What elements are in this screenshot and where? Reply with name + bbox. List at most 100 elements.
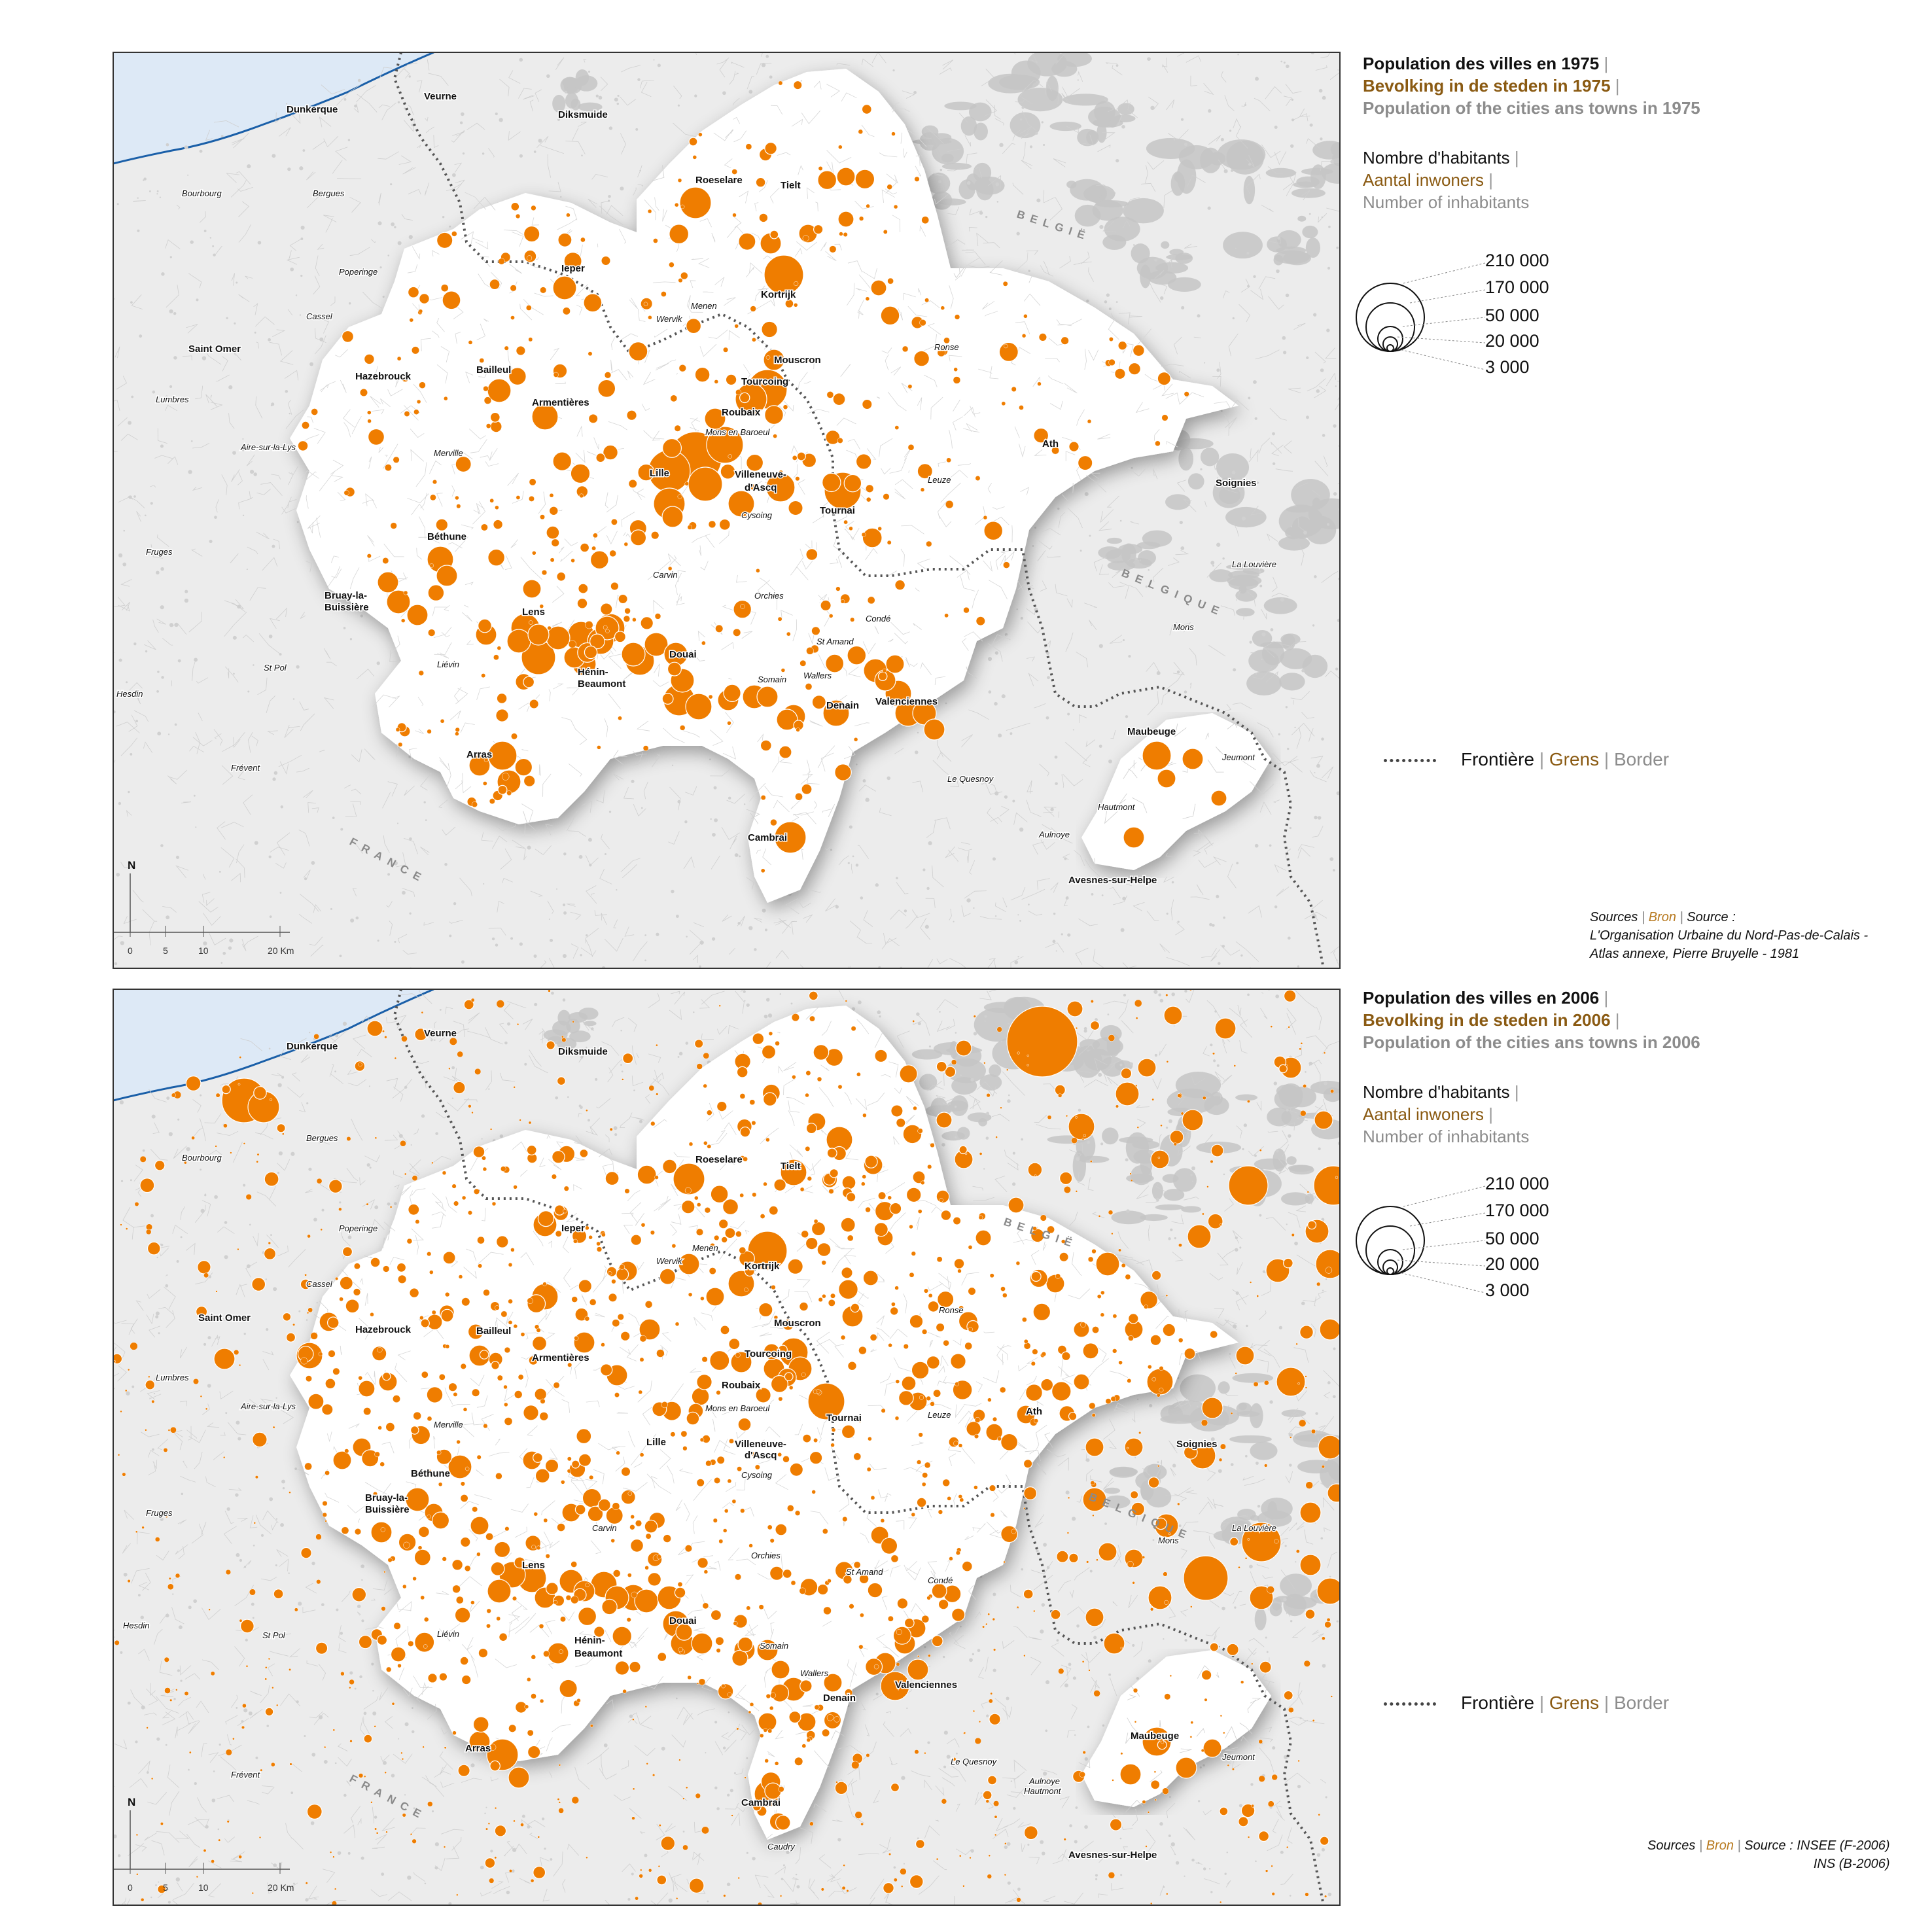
commune-boundary xyxy=(896,1030,910,1048)
commune-boundary xyxy=(1032,841,1045,855)
commune-boundary xyxy=(1002,1706,1012,1718)
village-dot xyxy=(1013,1806,1016,1810)
commune-boundary xyxy=(854,722,869,727)
commune-boundary xyxy=(1125,1732,1134,1744)
village-dot xyxy=(1321,1848,1326,1852)
commune-boundary xyxy=(228,1487,242,1491)
commune-boundary xyxy=(171,1431,183,1450)
commune-boundary xyxy=(663,728,685,743)
village-dot xyxy=(716,1807,720,1810)
commune-boundary xyxy=(1157,283,1168,294)
commune-boundary xyxy=(650,1072,664,1086)
population-circle xyxy=(529,478,536,486)
commune-boundary xyxy=(198,712,203,722)
village-dot xyxy=(203,230,207,232)
village-dot xyxy=(1321,737,1324,741)
commune-boundary xyxy=(690,418,700,422)
commune-boundary xyxy=(272,1072,283,1077)
commune-boundary xyxy=(938,1365,945,1374)
commune-boundary xyxy=(379,67,393,80)
commune-boundary xyxy=(849,1662,857,1687)
commune-boundary xyxy=(496,1317,510,1329)
population-circle xyxy=(893,204,898,209)
urban-patch xyxy=(941,162,972,170)
village-dot xyxy=(412,1707,413,1709)
commune-boundary xyxy=(983,242,1000,248)
commune-boundary xyxy=(457,1576,482,1589)
village-dot xyxy=(973,907,975,909)
village-dot xyxy=(277,1172,280,1174)
commune-boundary xyxy=(128,714,138,732)
commune-boundary xyxy=(421,1682,427,1695)
village-dot xyxy=(1203,1764,1205,1767)
commune-boundary xyxy=(885,1381,897,1396)
urban-patch xyxy=(1113,114,1136,122)
village-dot xyxy=(1017,956,1019,958)
commune-boundary xyxy=(951,1765,966,1782)
commune-boundary xyxy=(1287,1690,1303,1710)
village-dot xyxy=(181,1492,183,1496)
commune-boundary xyxy=(1021,111,1037,132)
commune-boundary xyxy=(316,518,321,538)
commune-boundary xyxy=(1165,671,1184,691)
village-dot xyxy=(398,1738,400,1740)
commune-boundary xyxy=(620,1112,633,1127)
population-circle xyxy=(342,330,355,343)
commune-boundary xyxy=(210,402,223,410)
commune-boundary xyxy=(198,901,219,913)
commune-boundary xyxy=(520,557,542,580)
commune-boundary xyxy=(1168,1606,1176,1619)
commune-boundary xyxy=(1121,197,1140,213)
commune-boundary xyxy=(1119,793,1127,805)
village-dot xyxy=(387,255,390,256)
village-dot xyxy=(1120,1874,1123,1876)
commune-boundary xyxy=(446,1846,460,1859)
population-circle xyxy=(832,393,846,406)
village-dot xyxy=(1308,1061,1313,1066)
commune-boundary xyxy=(605,1134,610,1142)
commune-boundary xyxy=(1172,661,1186,676)
commune-boundary xyxy=(116,722,140,733)
village-dot xyxy=(175,1877,181,1882)
village-dot xyxy=(257,241,262,245)
commune-boundary xyxy=(732,837,737,845)
urban-patch xyxy=(1161,241,1170,249)
village-dot xyxy=(657,63,661,67)
commune-boundary xyxy=(1129,585,1144,597)
population-circle xyxy=(727,721,731,726)
commune-boundary xyxy=(460,1501,479,1509)
commune-boundary xyxy=(1053,158,1066,167)
commune-boundary xyxy=(588,198,598,208)
village-dot xyxy=(116,872,120,877)
village-dot xyxy=(139,334,143,338)
commune-boundary xyxy=(169,1791,180,1816)
village-dot xyxy=(1333,1347,1336,1350)
commune-boundary xyxy=(955,1404,965,1418)
commune-boundary xyxy=(1334,402,1340,411)
commune-boundary xyxy=(886,173,898,184)
commune-boundary xyxy=(1057,319,1082,326)
commune-boundary xyxy=(416,548,423,560)
village-dot xyxy=(671,764,674,766)
commune-boundary xyxy=(578,1630,593,1636)
village-dot xyxy=(1184,989,1187,993)
commune-boundary xyxy=(990,817,1002,822)
commune-boundary xyxy=(655,363,669,371)
commune-boundary xyxy=(751,1323,769,1328)
urban-patch xyxy=(1278,536,1310,551)
commune-boundary xyxy=(683,856,695,869)
commune-boundary xyxy=(348,1423,360,1429)
village-dot xyxy=(1080,550,1082,552)
commune-boundary xyxy=(538,1030,544,1044)
commune-boundary xyxy=(415,462,427,487)
commune-boundary xyxy=(271,474,281,480)
commune-boundary xyxy=(1036,1463,1047,1475)
village-dot xyxy=(1043,143,1045,147)
commune-boundary xyxy=(1225,1747,1238,1751)
village-dot xyxy=(1313,313,1317,317)
commune-boundary xyxy=(135,1300,144,1311)
commune-boundary xyxy=(307,802,317,813)
commune-boundary xyxy=(1293,113,1308,122)
commune-boundary xyxy=(830,1876,841,1882)
urban-patch xyxy=(931,191,953,210)
